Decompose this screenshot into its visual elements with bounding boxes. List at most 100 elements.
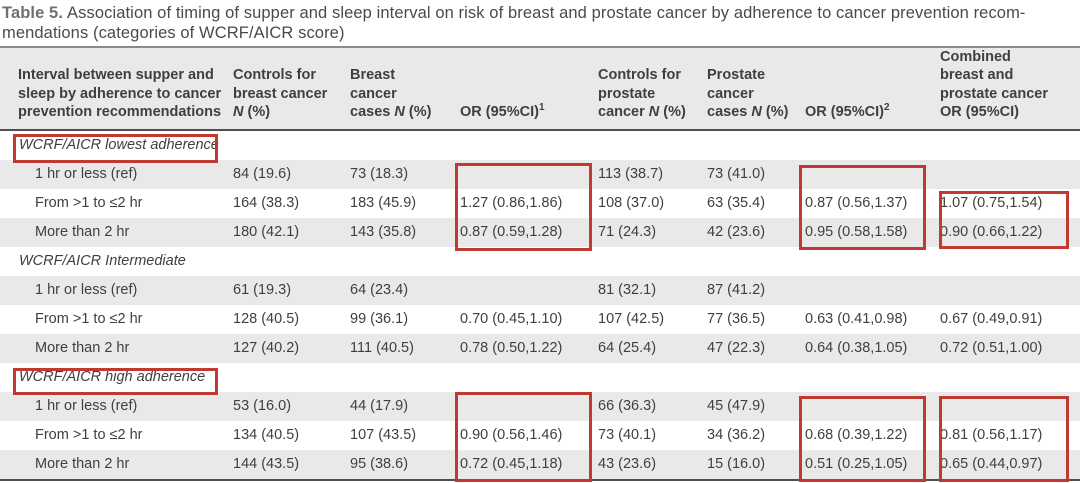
cell-prostate_cases: 15 (16.0)	[707, 455, 766, 472]
table-caption-line2: mendations (categories of WCRF/AICR scor…	[2, 23, 345, 42]
table-header-row: Interval between supper and sleep by adhe…	[0, 47, 1080, 129]
cell-or_combined	[940, 276, 1080, 305]
cell-breast_cases: 73 (18.3)	[350, 165, 409, 182]
cell-controls_prostate: 66 (36.3)	[598, 397, 657, 414]
cell-or_combined: 1.07 (0.75,1.54)	[940, 194, 1043, 211]
table-row: From >1 to ≤2 hr 128 (40.5) 99 (36.1) 0.70 …	[0, 305, 1080, 334]
cell-prostate_cases: 63 (35.4)	[707, 194, 766, 211]
cell-or_combined	[940, 392, 1080, 421]
table-row: More than 2 hr 144 (43.5) 95 (38.6) 0.72 (0…	[0, 449, 1080, 479]
cell-or_prostate: 0.87 (0.56,1.37)	[805, 194, 908, 211]
data-table: Interval between supper and sleep by adhe…	[0, 46, 1080, 482]
cell-or_breast: 1.27 (0.86,1.86)	[460, 194, 563, 211]
cell-controls_breast: 61 (19.3)	[233, 281, 292, 298]
table-bottom-rule	[0, 478, 1080, 481]
cell-controls_breast: 134 (40.5)	[233, 426, 300, 443]
cell-or_combined: 0.90 (0.66,1.22)	[940, 223, 1043, 240]
cell-breast_cases: 44 (17.9)	[350, 397, 409, 414]
cell-or_breast	[460, 392, 598, 421]
table-body: WCRF/AICR lowest adherence 1 hr or less (…	[0, 130, 1080, 479]
cell-or_breast	[460, 160, 598, 189]
cell-or_prostate: 0.95 (0.58,1.58)	[805, 223, 908, 240]
cell-breast_cases: 111 (40.5)	[350, 339, 414, 356]
column-header-controls_breast: Controls for breast cancer N (%)	[233, 67, 328, 120]
table-number-label: Table 5.	[2, 4, 64, 22]
cell-controls_prostate: 107 (42.5)	[598, 310, 665, 327]
cell-prostate_cases: 77 (36.5)	[707, 310, 766, 327]
cell-or_prostate: 0.64 (0.38,1.05)	[805, 339, 908, 356]
cell-breast_cases: 107 (43.5)	[350, 426, 417, 443]
cell-interval: More than 2 hr	[35, 455, 130, 472]
cell-controls_breast: 127 (40.2)	[233, 339, 300, 356]
cell-controls_prostate: 113 (38.7)	[598, 165, 664, 182]
cell-controls_prostate: 71 (24.3)	[598, 223, 657, 240]
cell-or_combined: 0.72 (0.51,1.00)	[940, 339, 1043, 356]
cell-prostate_cases: 87 (41.2)	[707, 281, 766, 298]
group-label-row: WCRF/AICR Intermediate	[0, 246, 1080, 276]
cell-or_combined: 0.67 (0.49,0.91)	[940, 310, 1043, 327]
group-label-row: WCRF/AICR lowest adherence	[0, 130, 1080, 160]
cell-or_breast: 0.78 (0.50,1.22)	[460, 339, 563, 356]
group-label-row: WCRF/AICR high adherence	[0, 362, 1080, 392]
cell-or_prostate	[805, 392, 940, 421]
cell-or_breast: 0.90 (0.56,1.46)	[460, 426, 563, 443]
cell-breast_cases: 64 (23.4)	[350, 281, 409, 298]
cell-controls_prostate: 64 (25.4)	[598, 339, 657, 356]
table-header-rule	[0, 128, 1080, 131]
cell-or_combined	[940, 160, 1080, 189]
table-caption: Table 5. Association of timing of supper …	[0, 0, 1080, 43]
cell-or_prostate: 0.63 (0.41,0.98)	[805, 310, 908, 327]
cell-prostate_cases: 34 (36.2)	[707, 426, 766, 443]
cell-controls_prostate: 43 (23.6)	[598, 455, 657, 472]
cell-interval: From >1 to ≤2 hr	[35, 194, 143, 211]
column-header-controls_prostate: Controls for prostate cancer N (%)	[598, 67, 686, 120]
cell-or_prostate: 0.68 (0.39,1.22)	[805, 426, 908, 443]
table-row: More than 2 hr 127 (40.2) 111 (40.5) 0.78 (…	[0, 333, 1080, 363]
table-row: From >1 to ≤2 hr 164 (38.3) 183 (45.9) 1.27…	[0, 189, 1080, 218]
cell-breast_cases: 95 (38.6)	[350, 455, 409, 472]
cell-controls_prostate: 73 (40.1)	[598, 426, 657, 443]
cell-prostate_cases: 73 (41.0)	[707, 165, 766, 182]
column-header-breast_cases: Breast cancer cases N (%)	[350, 67, 432, 120]
cell-interval: 1 hr or less (ref)	[35, 397, 138, 414]
cell-prostate_cases: 45 (47.9)	[707, 397, 766, 414]
cell-or_breast: 0.72 (0.45,1.18)	[460, 455, 563, 472]
table-caption-line1: Association of timing of supper and slee…	[67, 4, 1026, 22]
column-header-or_prostate: OR (95%CI)2	[805, 102, 890, 120]
table-row: From >1 to ≤2 hr 134 (40.5) 107 (43.5) 0.90…	[0, 421, 1080, 450]
cell-or_combined: 0.81 (0.56,1.17)	[940, 426, 1043, 443]
table-row: 1 hr or less (ref) 61 (19.3) 64 (23.4) 81 (…	[0, 275, 1080, 305]
cell-controls_breast: 128 (40.5)	[233, 310, 300, 327]
cell-controls_breast: 53 (16.0)	[233, 397, 292, 414]
cell-or_combined: 0.65 (0.44,0.97)	[940, 455, 1043, 472]
table-top-rule	[0, 46, 1080, 48]
cell-controls_prostate: 81 (32.1)	[598, 281, 657, 298]
cell-or_breast: 0.70 (0.45,1.10)	[460, 310, 563, 327]
cell-breast_cases: 183 (45.9)	[350, 194, 417, 211]
cell-breast_cases: 143 (35.8)	[350, 223, 417, 240]
cell-or_prostate	[805, 160, 940, 189]
table-row: 1 hr or less (ref) 53 (16.0) 44 (17.9) 66 (…	[0, 391, 1080, 421]
table-row: More than 2 hr 180 (42.1) 143 (35.8) 0.87 (…	[0, 217, 1080, 247]
cell-breast_cases: 99 (36.1)	[350, 310, 409, 327]
cell-controls_breast: 164 (38.3)	[233, 194, 300, 211]
table-row: 1 hr or less (ref) 84 (19.6) 73 (18.3) 113 …	[0, 159, 1080, 189]
cell-or_breast	[460, 276, 598, 305]
column-header-prostate_cases: Prostate cancer cases N (%)	[707, 67, 789, 120]
column-header-or_combined: Combined breast and prostate cancer OR (95%…	[940, 48, 1048, 121]
cell-prostate_cases: 42 (23.6)	[707, 223, 766, 240]
cell-controls_breast: 84 (19.6)	[233, 165, 292, 182]
cell-controls_breast: 180 (42.1)	[233, 223, 300, 240]
cell-or_prostate	[805, 276, 940, 305]
cell-interval: From >1 to ≤2 hr	[35, 310, 143, 327]
column-header-or_breast: OR (95%CI)1	[460, 102, 545, 120]
column-header-interval: Interval between supper and sleep by adhe…	[18, 67, 222, 120]
cell-or_prostate: 0.51 (0.25,1.05)	[805, 455, 908, 472]
cell-or_breast: 0.87 (0.59,1.28)	[460, 223, 563, 240]
cell-interval: From >1 to ≤2 hr	[35, 426, 143, 443]
cell-prostate_cases: 47 (22.3)	[707, 339, 766, 356]
cell-interval: More than 2 hr	[35, 339, 130, 356]
cell-interval: 1 hr or less (ref)	[35, 165, 138, 182]
cell-interval: More than 2 hr	[35, 223, 130, 240]
